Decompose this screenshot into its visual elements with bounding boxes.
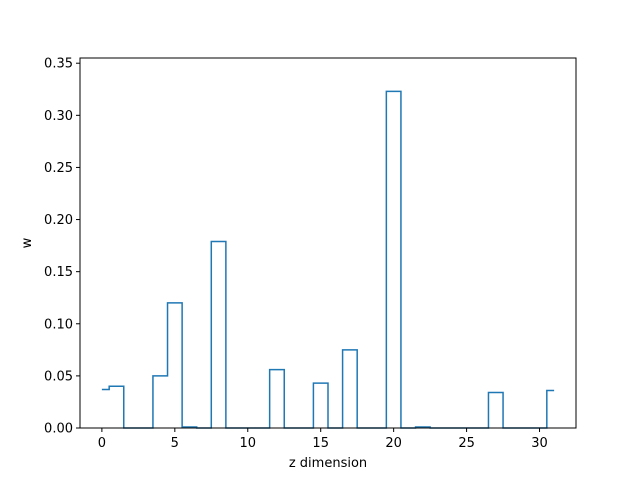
y-tick-label: 0.10	[44, 317, 73, 332]
y-axis: 0.00 0.05 0.10 0.15 0.20 0.25 0.30 0.35	[44, 57, 80, 437]
y-tick-label: 0.15	[44, 265, 73, 280]
x-tick-label: 5	[171, 436, 179, 451]
y-tick-label: 0.00	[44, 422, 73, 437]
y-axis-label: w	[20, 237, 35, 248]
y-tick-label: 0.25	[44, 161, 73, 176]
x-tick-label: 0	[98, 436, 106, 451]
x-tick-label: 20	[385, 436, 402, 451]
y-tick-label: 0.35	[44, 57, 73, 72]
x-tick-label: 10	[239, 436, 256, 451]
x-tick-label: 30	[531, 436, 548, 451]
y-tick-label: 0.30	[44, 109, 73, 124]
x-tick-label: 25	[458, 436, 475, 451]
axes-frame	[79, 57, 577, 429]
y-tick-label: 0.20	[44, 213, 73, 228]
x-axis-label: z dimension	[289, 456, 367, 471]
y-tick-label: 0.05	[44, 369, 73, 384]
x-tick-label: 15	[312, 436, 329, 451]
x-axis: 0 5 10 15 20 25 30	[98, 428, 548, 451]
